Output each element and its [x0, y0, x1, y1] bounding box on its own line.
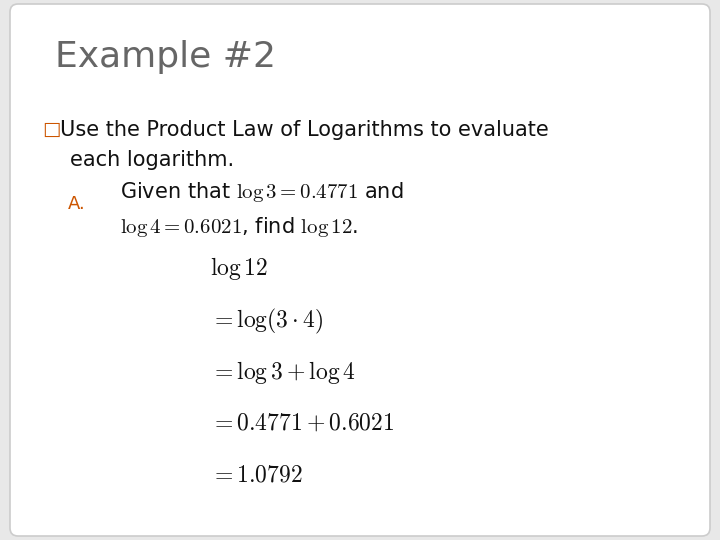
Text: $= \mathrm{log}\,3 + \mathrm{log}\,4$: $= \mathrm{log}\,3 + \mathrm{log}\,4$	[210, 359, 356, 386]
Text: A.: A.	[68, 195, 86, 213]
Text: □: □	[42, 120, 60, 139]
Text: $= 1.0792$: $= 1.0792$	[210, 463, 303, 487]
Text: $\mathrm{log}\,4 = 0.6021$, find $\mathrm{log}\,12$.: $\mathrm{log}\,4 = 0.6021$, find $\mathr…	[120, 215, 358, 239]
Text: Example #2: Example #2	[55, 40, 276, 74]
Text: Given that $\mathrm{log}\,3 = 0.4771$ and: Given that $\mathrm{log}\,3 = 0.4771$ an…	[120, 180, 403, 204]
FancyBboxPatch shape	[10, 4, 710, 536]
Text: $\mathrm{log}\,12$: $\mathrm{log}\,12$	[210, 255, 268, 282]
Text: $= \mathrm{log}(3 \cdot 4)$: $= \mathrm{log}(3 \cdot 4)$	[210, 307, 323, 336]
Text: Use the Product Law of Logarithms to evaluate: Use the Product Law of Logarithms to eva…	[60, 120, 549, 140]
Text: $= 0.4771 + 0.6021$: $= 0.4771 + 0.6021$	[210, 411, 395, 435]
Text: each logarithm.: each logarithm.	[70, 150, 234, 170]
